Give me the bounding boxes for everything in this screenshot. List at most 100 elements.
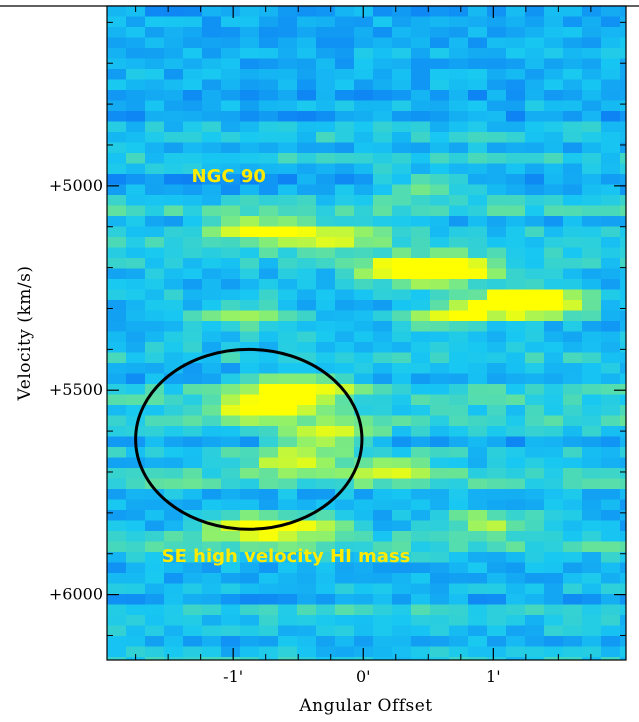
heatmap-cell	[316, 174, 336, 186]
heatmap-cell	[392, 489, 412, 501]
heatmap-cell	[373, 237, 393, 249]
heatmap-cell	[221, 268, 241, 280]
heatmap-cell	[259, 573, 279, 585]
heatmap-cell	[316, 457, 336, 469]
heatmap-cell	[392, 300, 412, 312]
heatmap-cell	[468, 279, 488, 291]
heatmap-cell	[335, 625, 355, 637]
heatmap-cell	[107, 510, 127, 522]
heatmap-cell	[297, 258, 317, 270]
heatmap-cell	[563, 79, 583, 91]
heatmap-cell	[316, 132, 336, 144]
heatmap-cell	[297, 6, 317, 18]
heatmap-cell	[601, 226, 621, 238]
heatmap-cell	[487, 69, 507, 81]
heatmap-cell	[411, 69, 431, 81]
heatmap-cell	[620, 268, 626, 280]
heatmap-cell	[487, 100, 507, 112]
heatmap-cell	[164, 247, 184, 259]
heatmap-cell	[316, 268, 336, 280]
heatmap-cell	[202, 447, 222, 459]
heatmap-cell	[582, 415, 602, 427]
heatmap-cell	[107, 163, 127, 175]
heatmap-cell	[240, 237, 260, 249]
heatmap-cell	[183, 279, 203, 291]
heatmap-cell	[126, 615, 146, 627]
heatmap-cell	[487, 657, 507, 660]
heatmap-cell	[544, 615, 564, 627]
heatmap-cell	[373, 426, 393, 438]
heatmap-cell	[620, 594, 626, 606]
heatmap-cell	[525, 16, 545, 28]
heatmap-cell	[411, 121, 431, 133]
heatmap-cell	[240, 100, 260, 112]
heatmap-cell	[278, 216, 298, 228]
heatmap-cell	[468, 184, 488, 196]
heatmap-cell	[278, 384, 298, 396]
heatmap-cell	[354, 531, 374, 543]
heatmap-cell	[563, 90, 583, 102]
heatmap-cell	[240, 604, 260, 616]
heatmap-cell	[449, 16, 469, 28]
heatmap-cell	[316, 478, 336, 490]
heatmap-cell	[506, 321, 526, 333]
heatmap-cell	[221, 48, 241, 60]
heatmap-cell	[601, 436, 621, 448]
heatmap-cell	[506, 289, 526, 301]
heatmap-cell	[240, 405, 260, 417]
heatmap-cell	[354, 510, 374, 522]
heatmap-cell	[411, 541, 431, 553]
heatmap-cell	[126, 174, 146, 186]
heatmap-cell	[126, 90, 146, 102]
heatmap-cell	[373, 615, 393, 627]
heatmap-cell	[544, 195, 564, 207]
heatmap-cell	[430, 174, 450, 186]
heatmap-cell	[316, 90, 336, 102]
heatmap-cell	[487, 562, 507, 574]
heatmap-cell	[316, 16, 336, 28]
heatmap-cell	[563, 583, 583, 595]
heatmap-cell	[278, 69, 298, 81]
heatmap-cell	[126, 184, 146, 196]
heatmap-cell	[240, 426, 260, 438]
heatmap-cell	[107, 457, 127, 469]
heatmap-cell	[449, 657, 469, 660]
heatmap-cell	[487, 478, 507, 490]
heatmap-cell	[278, 520, 298, 532]
heatmap-cell	[449, 310, 469, 322]
heatmap-cell	[563, 436, 583, 448]
heatmap-cell	[107, 300, 127, 312]
heatmap-cell	[278, 615, 298, 627]
heatmap-cell	[259, 142, 279, 154]
heatmap-cell	[297, 625, 317, 637]
heatmap-cell	[411, 226, 431, 238]
heatmap-cell	[221, 615, 241, 627]
heatmap-cell	[240, 37, 260, 49]
heatmap-cell	[221, 69, 241, 81]
heatmap-cell	[164, 615, 184, 627]
heatmap-cell	[430, 258, 450, 270]
heatmap-cell	[354, 247, 374, 259]
heatmap-cell	[107, 247, 127, 259]
heatmap-cell	[221, 153, 241, 165]
heatmap-cell	[259, 321, 279, 333]
heatmap-cell	[278, 373, 298, 385]
heatmap-cell	[221, 489, 241, 501]
heatmap-cell	[145, 447, 165, 459]
heatmap-cell	[297, 562, 317, 574]
heatmap-cell	[202, 247, 222, 259]
heatmap-cell	[525, 289, 545, 301]
heatmap-cell	[240, 636, 260, 648]
heatmap-cell	[411, 436, 431, 448]
heatmap-cell	[126, 636, 146, 648]
heatmap-cell	[259, 489, 279, 501]
heatmap-cell	[544, 111, 564, 123]
heatmap-cell	[316, 436, 336, 448]
heatmap-cell	[620, 373, 626, 385]
heatmap-cell	[620, 163, 626, 175]
heatmap-cell	[582, 258, 602, 270]
heatmap-cell	[468, 562, 488, 574]
heatmap-cell	[278, 100, 298, 112]
heatmap-cell	[240, 625, 260, 637]
heatmap-cell	[221, 142, 241, 154]
